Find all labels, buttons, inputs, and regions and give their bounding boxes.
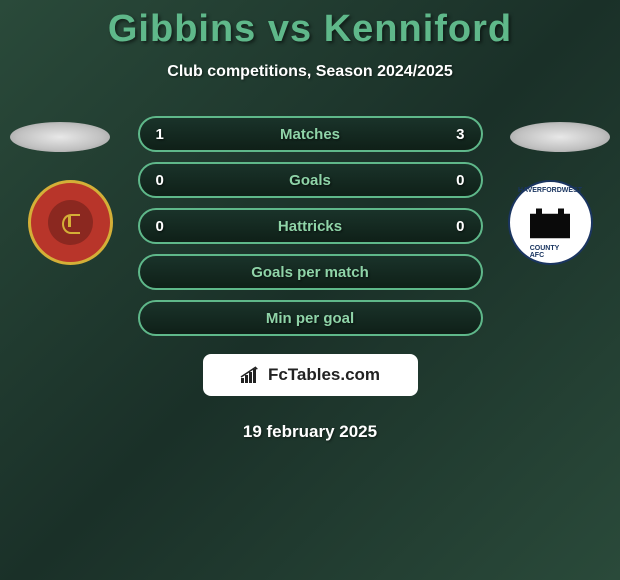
stat-right-value: 0 bbox=[445, 218, 465, 235]
stat-row-goals: 0 Goals 0 bbox=[138, 162, 483, 198]
subtitle: Club competitions, Season 2024/2025 bbox=[0, 63, 620, 81]
stat-left-value: 0 bbox=[156, 218, 176, 235]
footer-brand-badge[interactable]: FcTables.com bbox=[203, 354, 418, 396]
player-marker-right bbox=[510, 122, 610, 152]
stat-label: Matches bbox=[280, 126, 340, 143]
badge-left-inner bbox=[48, 200, 93, 245]
castle-icon bbox=[530, 203, 570, 238]
badge-right-inner: HAVERFORDWEST COUNTY AFC bbox=[510, 182, 591, 263]
archer-icon bbox=[60, 210, 80, 235]
date-text: 19 february 2025 bbox=[0, 422, 620, 442]
page-title: Gibbins vs Kenniford bbox=[0, 0, 620, 51]
footer-brand-text: FcTables.com bbox=[268, 365, 380, 385]
stat-row-min-per-goal: Min per goal bbox=[138, 300, 483, 336]
stat-right-value: 3 bbox=[445, 126, 465, 143]
stat-row-matches: 1 Matches 3 bbox=[138, 116, 483, 152]
club-badge-left bbox=[20, 180, 120, 265]
stat-right-value: 0 bbox=[445, 172, 465, 189]
stat-left-value: 0 bbox=[156, 172, 176, 189]
stat-row-hattricks: 0 Hattricks 0 bbox=[138, 208, 483, 244]
badge-right-top-text: HAVERFORDWEST bbox=[518, 187, 582, 194]
badge-right-circle: HAVERFORDWEST COUNTY AFC bbox=[508, 180, 593, 265]
stat-row-goals-per-match: Goals per match bbox=[138, 254, 483, 290]
stat-left-value: 1 bbox=[156, 126, 176, 143]
stat-label: Goals per match bbox=[251, 264, 369, 281]
chart-icon bbox=[240, 366, 262, 384]
stat-label: Min per goal bbox=[266, 310, 354, 327]
stat-label: Goals bbox=[289, 172, 331, 189]
badge-left-circle bbox=[28, 180, 113, 265]
badge-right-bottom-text: COUNTY AFC bbox=[530, 245, 571, 259]
player-marker-left bbox=[10, 122, 110, 152]
stat-label: Hattricks bbox=[278, 218, 342, 235]
club-badge-right: HAVERFORDWEST COUNTY AFC bbox=[500, 180, 600, 265]
stats-container: 1 Matches 3 0 Goals 0 0 Hattricks 0 Goal… bbox=[138, 116, 483, 336]
